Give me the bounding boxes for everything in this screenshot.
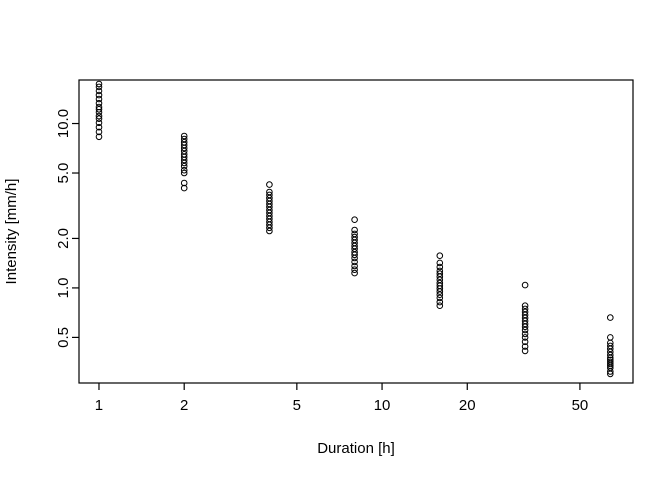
data-point bbox=[95, 133, 103, 141]
data-point bbox=[436, 294, 444, 302]
data-point bbox=[266, 227, 273, 235]
data-point bbox=[351, 266, 358, 274]
y-tick-label: 5.0 bbox=[55, 163, 72, 184]
data-point bbox=[180, 159, 188, 167]
data-point bbox=[180, 169, 188, 177]
data-point bbox=[351, 254, 358, 262]
data-point bbox=[607, 368, 614, 375]
data-point bbox=[266, 221, 273, 229]
data-point bbox=[180, 162, 188, 170]
y-tick-label: 1.0 bbox=[55, 277, 72, 298]
data-point bbox=[266, 181, 273, 188]
data-point bbox=[521, 334, 529, 341]
data-point bbox=[180, 166, 188, 174]
data-point bbox=[521, 330, 529, 338]
data-point bbox=[266, 191, 273, 199]
y-tick-label: 2.0 bbox=[55, 228, 72, 249]
y-tick-label: 10.0 bbox=[55, 109, 72, 138]
data-point bbox=[351, 262, 358, 270]
data-point bbox=[95, 109, 103, 116]
data-point bbox=[95, 80, 103, 88]
y-tick-label: 0.5 bbox=[55, 327, 72, 348]
x-tick-label: 2 bbox=[180, 397, 188, 414]
data-point bbox=[180, 144, 188, 152]
data-point bbox=[436, 298, 444, 306]
data-point bbox=[351, 258, 358, 266]
data-point bbox=[351, 242, 358, 250]
data-point bbox=[351, 251, 358, 259]
data-point bbox=[607, 351, 614, 359]
data-point bbox=[521, 326, 529, 334]
data-point bbox=[95, 119, 103, 127]
data-point bbox=[436, 291, 444, 299]
data-point bbox=[95, 99, 103, 107]
data-point bbox=[521, 302, 529, 310]
x-tick-label: 50 bbox=[572, 397, 589, 414]
data-point bbox=[351, 216, 358, 223]
data-point bbox=[95, 128, 103, 136]
data-point bbox=[180, 132, 188, 140]
data-point bbox=[521, 338, 529, 346]
data-point bbox=[436, 252, 444, 259]
y-axis-title: Intensity [mm/h] bbox=[3, 179, 20, 285]
data-point bbox=[95, 106, 103, 113]
x-tick-label: 5 bbox=[293, 397, 301, 414]
plot-frame bbox=[78, 79, 634, 384]
data-point bbox=[95, 95, 103, 103]
data-point bbox=[521, 281, 529, 289]
data-point bbox=[607, 345, 614, 353]
x-tick-label: 1 bbox=[95, 397, 103, 414]
data-point bbox=[436, 302, 444, 310]
data-point bbox=[607, 360, 614, 368]
data-point bbox=[521, 323, 529, 331]
data-point bbox=[266, 224, 273, 232]
data-point bbox=[436, 288, 444, 295]
data-point bbox=[436, 259, 444, 267]
data-point bbox=[266, 188, 273, 196]
data-point bbox=[95, 123, 103, 131]
data-point bbox=[95, 87, 103, 95]
data-point bbox=[607, 370, 614, 378]
data-point bbox=[180, 156, 188, 164]
data-point bbox=[180, 184, 188, 192]
data-point bbox=[351, 226, 358, 234]
data-point bbox=[521, 343, 529, 350]
data-point bbox=[95, 112, 103, 120]
data-point bbox=[351, 236, 358, 244]
x-axis-title: Duration [h] bbox=[317, 440, 395, 457]
data-point bbox=[607, 334, 614, 341]
data-point bbox=[436, 273, 444, 281]
data-point bbox=[180, 141, 188, 149]
data-point bbox=[95, 115, 103, 122]
data-point bbox=[436, 263, 444, 271]
data-point bbox=[521, 347, 529, 355]
x-tick-label: 20 bbox=[459, 397, 476, 414]
data-point bbox=[351, 269, 358, 277]
data-point bbox=[607, 314, 614, 321]
x-tick-label: 10 bbox=[374, 397, 391, 414]
data-point bbox=[95, 83, 103, 91]
data-point bbox=[95, 91, 103, 99]
